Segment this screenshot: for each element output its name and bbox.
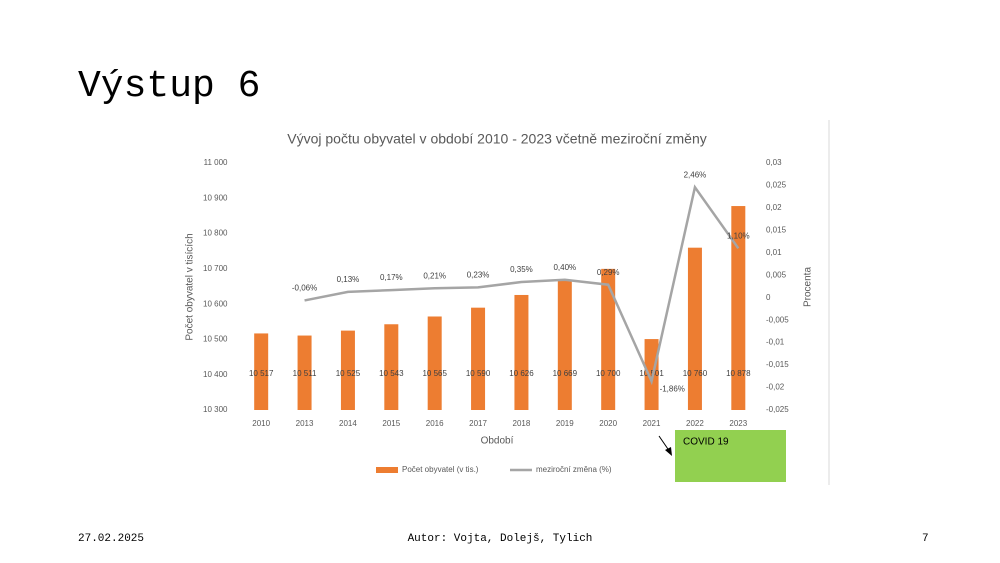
bar [644,339,659,410]
line-label: 0,29% [597,268,620,277]
line [304,184,740,386]
bar-label: 10 511 [293,369,317,378]
y2-tick-label: 0,015 [766,225,787,234]
y2-tick-label: 0,01 [766,248,782,257]
y2-tick-label: -0,02 [766,383,785,392]
y2-tick-label: 0,02 [766,203,782,212]
x-tick-label: 2021 [643,419,661,428]
x-tick-label: 2017 [469,419,487,428]
line-label: 0,35% [510,265,533,274]
x-tick-label: 2018 [513,419,531,428]
bar-label: 10 626 [509,369,534,378]
bar [427,316,442,410]
x-tick-label: 2014 [339,419,357,428]
bar-label: 10 669 [553,369,578,378]
line-label: 0,21% [423,271,446,280]
line-label: 0,17% [380,273,403,282]
slide-title: Výstup 6 [78,65,260,108]
chart-title: Vývoj počtu obyvatel v období 2010 - 202… [287,131,706,147]
y-tick-label: 10 500 [203,335,228,344]
bar-label: 10 700 [596,369,621,378]
bar [731,206,746,410]
y2-tick-label: 0 [766,293,771,302]
bar [687,247,702,410]
legend-label: meziroční změna (%) [536,465,612,474]
y-tick-label: 10 900 [203,193,228,202]
y-tick-label: 10 600 [203,299,228,308]
line-label: 0,23% [467,271,490,280]
bar [601,268,616,410]
x-tick-label: 2019 [556,419,574,428]
y-tick-label: 10 800 [203,229,228,238]
x-tick-label: 2020 [599,419,617,428]
x-tick-label: 2016 [426,419,444,428]
y2-tick-label: 0,005 [766,270,787,279]
line-label: 1,10% [727,231,750,240]
bar [340,330,355,410]
bar [557,279,572,410]
bar [471,307,486,410]
y-tick-label: 10 700 [203,264,228,273]
covid-label: COVID 19 [683,437,729,448]
arrow-head [665,447,672,456]
y-tick-label: 10 400 [203,370,228,379]
line-label: -1,86% [660,384,685,393]
y2-tick-label: -0,005 [766,315,789,324]
bar-label: 10 543 [379,369,404,378]
y2-axis-title: Procenta [803,267,814,307]
x-tick-label: 2023 [729,419,747,428]
footer-date: 27.02.2025 [78,533,144,545]
bar-label: 10 501 [639,369,664,378]
bar-label: 10 565 [422,369,447,378]
line-label: 0,13% [337,275,360,284]
x-tick-label: 2010 [252,419,270,428]
legend-swatch [376,467,398,473]
bar-label: 10 525 [336,369,361,378]
line-label: 2,46% [684,170,707,179]
x-tick-label: 2022 [686,419,704,428]
footer-page: 7 [922,533,929,545]
bar-label: 10 590 [466,369,491,378]
bar [254,333,269,410]
x-tick-label: 2013 [296,419,314,428]
bar-label: 10 517 [249,369,274,378]
bar-label: 10 878 [726,369,751,378]
x-tick-label: 2015 [382,419,400,428]
y-tick-label: 11 000 [204,158,228,167]
covid-box [675,430,786,482]
y-tick-label: 10 300 [203,405,228,414]
bar [384,324,399,410]
y2-tick-label: -0,015 [766,360,789,369]
y2-tick-label: -0,025 [766,405,789,414]
y-axis-title: Počet obyvatel v tisících [185,233,196,340]
line-label: 0,40% [553,263,576,272]
bar [514,294,529,410]
y2-tick-label: -0,01 [766,338,785,347]
legend-label: Počet obyvatel (v tis.) [402,465,479,474]
bar-label: 10 760 [683,369,708,378]
y2-tick-label: 0,025 [766,181,787,190]
bar [297,335,312,410]
y2-tick-label: 0,03 [766,158,782,167]
x-axis-title: Období [481,436,514,447]
footer-author: Autor: Vojta, Dolejš, Tylich [408,533,593,545]
line-label: -0,06% [292,284,317,293]
